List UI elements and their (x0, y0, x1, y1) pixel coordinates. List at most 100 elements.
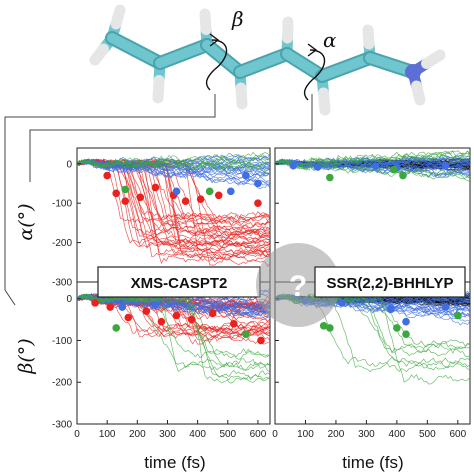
trajectory-green (275, 150, 470, 168)
method-label-left-box: XMS-CASPT2 (97, 266, 261, 298)
hop-point-blue (441, 303, 450, 311)
trajectory-lines (77, 287, 270, 384)
hop-point-red (91, 299, 99, 307)
hop-point-green (319, 322, 328, 330)
hop-point-red (181, 197, 190, 206)
hydrogen-stick (362, 24, 375, 50)
hop-point-red (230, 319, 238, 328)
hop-point-blue (386, 305, 395, 313)
y-tick-label: -200 (52, 378, 72, 389)
hop-point-red (106, 303, 114, 311)
hop-point-green (393, 324, 401, 332)
alpha-rotation-label: α (323, 28, 337, 52)
x-tick-label: 300 (159, 429, 176, 440)
x-tick-label: 300 (358, 429, 375, 440)
hop-point-red (124, 313, 133, 322)
x-tick-label: 200 (129, 429, 146, 440)
trajectory-green (275, 160, 470, 178)
method-label-right: SSR(2,2)-BHHLYP (327, 275, 454, 292)
x-tick-label: 500 (419, 429, 436, 440)
trajectory-green (77, 160, 270, 172)
hop-point-green (112, 324, 121, 332)
hop-point-red (112, 189, 121, 198)
y-tick-label: -300 (52, 420, 72, 431)
trajectory-green (77, 293, 270, 369)
hop-point-red (208, 309, 217, 318)
hop-point-green (326, 324, 334, 332)
hop-point-blue (254, 179, 262, 188)
trajectory-lines (77, 151, 270, 268)
panel-right-top (274, 147, 471, 283)
y-tick-label: -100 (52, 199, 72, 210)
hydrogen-stick (318, 87, 331, 116)
hop-point-green (326, 173, 334, 182)
alpha-rotation-arrow (303, 49, 326, 101)
left-x-axis-title: time (fs) (144, 453, 205, 472)
hop-point-red (214, 191, 223, 200)
x-tick-label: 600 (449, 429, 466, 440)
hydrogen-stick (89, 43, 109, 66)
trajectory-green (77, 151, 270, 167)
hop-point-red (136, 193, 145, 202)
trajectory-green (275, 150, 470, 167)
hop-point-green (454, 311, 462, 320)
right-x-axis-title: time (fs) (342, 453, 403, 472)
trajectory-red (77, 159, 270, 222)
trajectory-blue (77, 161, 270, 186)
beta-rotation-arrow (205, 39, 228, 91)
hydrogen-stick (282, 16, 294, 44)
alpha-axis-title: α(°) (15, 203, 37, 240)
hydrogen-stick (199, 8, 212, 35)
connector-lines (4, 94, 313, 306)
x-tick-label: 0 (74, 429, 80, 440)
hop-point-red (151, 183, 160, 192)
hop-point-blue (441, 161, 450, 170)
x-tick-label: 400 (189, 429, 206, 440)
x-tick-label: 0 (272, 429, 278, 440)
y-tick-label: 0 (66, 159, 72, 170)
y-tick-label: -300 (52, 278, 72, 289)
method-label-left: XMS-CASPT2 (131, 275, 228, 292)
arrow-head (209, 33, 220, 47)
hop-point-blue (151, 301, 160, 309)
backbone-bond-highlight (317, 53, 375, 81)
trajectory-blue (77, 160, 270, 177)
trajectory-blue (77, 160, 270, 177)
trajectory-green (275, 150, 470, 166)
question-badge: ? (256, 243, 340, 327)
trajectory-blue (77, 161, 270, 186)
hop-point-red (157, 317, 166, 326)
trajectory-green (77, 158, 270, 169)
hop-point-blue (313, 163, 322, 171)
hop-point-blue (371, 162, 380, 170)
y-tick-label: -200 (52, 238, 72, 249)
backbone-bond-highlight (235, 49, 292, 77)
trajectory-green (275, 150, 470, 167)
hop-point-green (121, 185, 130, 194)
hop-point-red (142, 307, 151, 316)
molecule-illustration (89, 4, 446, 116)
trajectory-green (77, 294, 270, 359)
hop-point-blue (338, 299, 346, 307)
hydrogen-stick (110, 4, 126, 30)
hop-point-blue (402, 317, 410, 326)
x-tick-label: 100 (297, 429, 314, 440)
x-tick-label: 400 (389, 429, 406, 440)
hop-point-blue (226, 187, 235, 196)
trajectory-blue (77, 294, 270, 317)
hop-point-green (390, 165, 398, 174)
hop-point-red (187, 315, 196, 324)
hop-point-blue (118, 303, 127, 311)
trajectory-green (275, 161, 470, 182)
backbone-bond-highlight (107, 33, 165, 68)
trajectory-green (77, 293, 270, 372)
hydrogen-stick (411, 80, 426, 106)
trajectory-blue (275, 157, 470, 168)
hop-point-green (399, 171, 407, 180)
hydrogen-stick (235, 82, 248, 110)
hydrogen-stick (421, 49, 446, 69)
hop-point-red (257, 336, 265, 345)
hop-point-blue (172, 187, 181, 196)
hop-point-green (205, 187, 214, 196)
